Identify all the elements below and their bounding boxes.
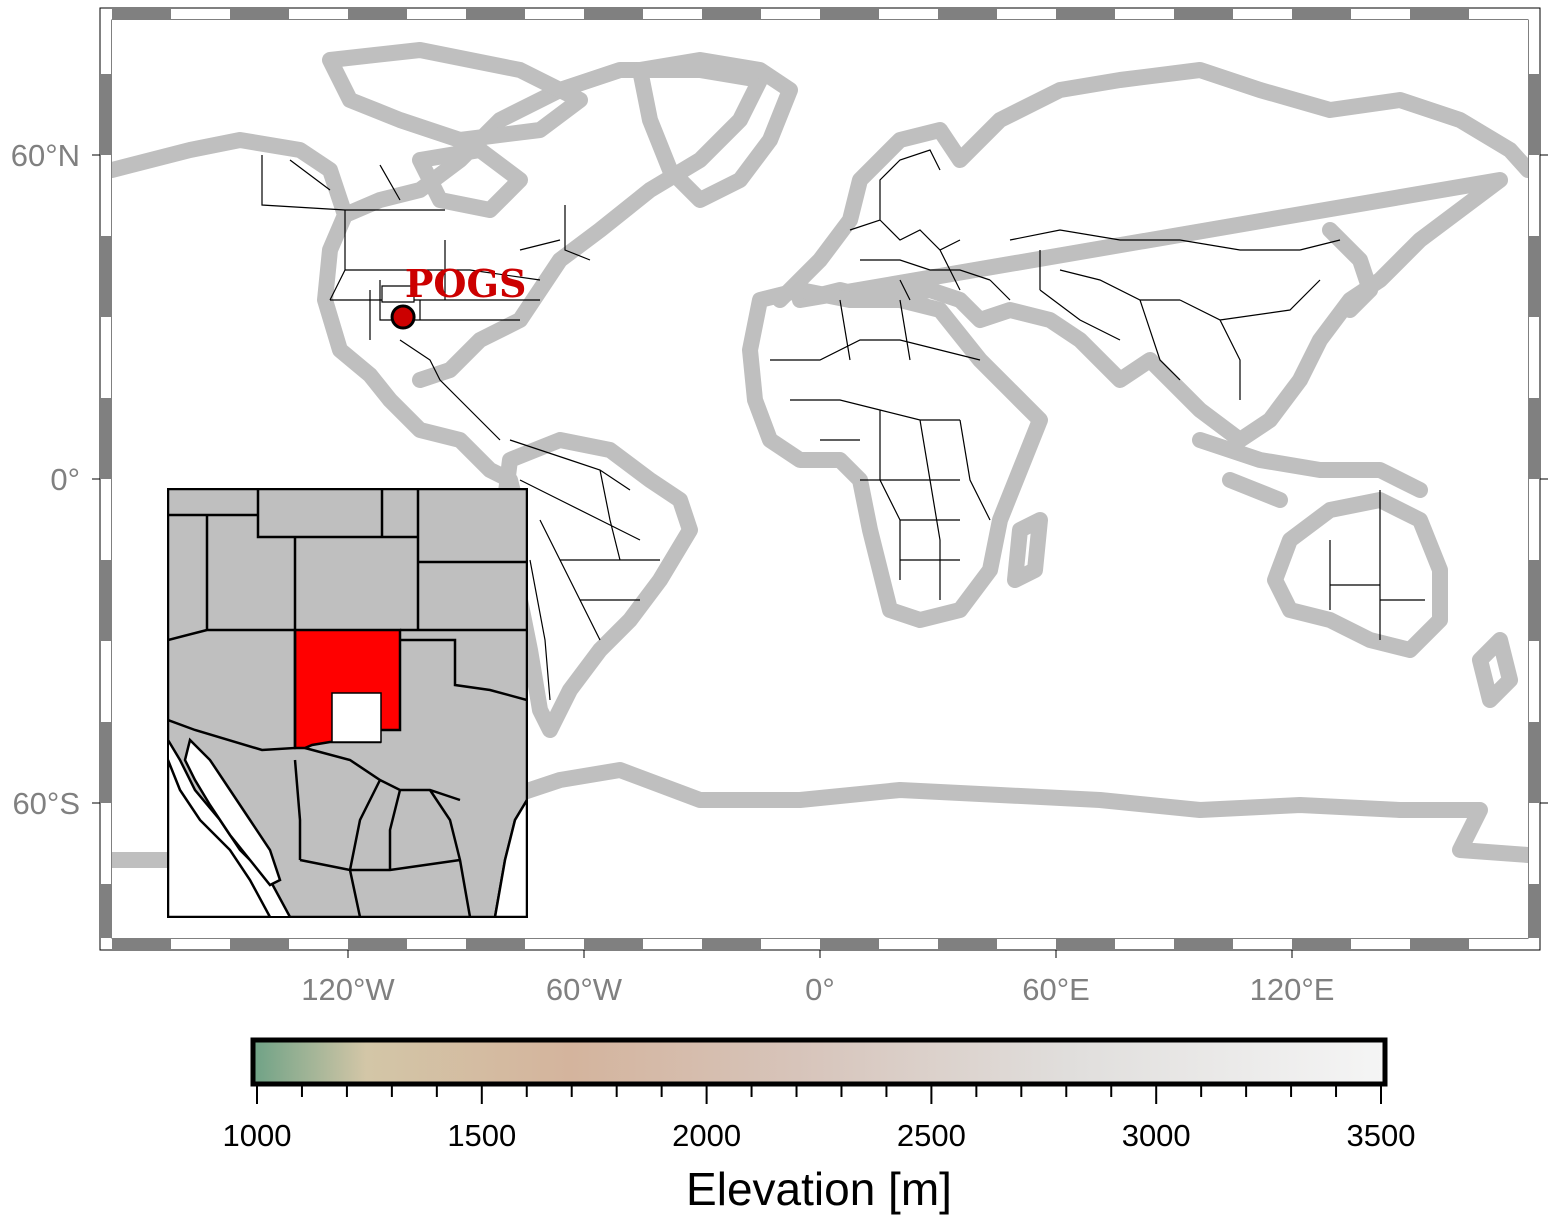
lon-label: 60°E	[1022, 972, 1090, 1007]
frame-segment	[100, 884, 112, 938]
location-marker-group: POGS	[390, 261, 527, 330]
frame-segment	[100, 236, 112, 317]
colorbar-label: 2000	[672, 1118, 741, 1153]
colorbar-box	[250, 1037, 1388, 1087]
colorbar-label: 3000	[1122, 1118, 1191, 1153]
colorbar-label: 3500	[1347, 1118, 1416, 1153]
frame-segment	[820, 8, 879, 20]
madagascar-coast	[1007, 512, 1048, 588]
frame-segment	[348, 8, 407, 20]
indonesia-coast	[1192, 432, 1428, 508]
frame-segment	[584, 938, 643, 950]
colorbar-label: 2500	[897, 1118, 966, 1153]
asia-borders	[1009, 229, 1341, 400]
frame-segment	[1292, 8, 1351, 20]
frame-segment	[1292, 938, 1351, 950]
country-borders	[261, 149, 1425, 701]
inset-gulf-of-mexico	[493, 797, 527, 917]
inset-baja-gulf	[183, 737, 282, 887]
frame-segment	[1528, 236, 1540, 317]
colorbar: 1000 1500 2000 2500 3000 3500 Elevation [m]	[223, 1037, 1416, 1215]
frame-segment	[1528, 722, 1540, 803]
frame-segment	[100, 398, 112, 479]
inset-white-box	[331, 692, 382, 743]
frame-segment	[348, 938, 407, 950]
europe-borders	[849, 149, 1011, 301]
frame-segment	[1174, 938, 1233, 950]
frame-segment	[1174, 8, 1233, 20]
frame-segment	[1528, 398, 1540, 479]
lon-label: 60°W	[546, 972, 623, 1007]
colorbar-label: 1000	[223, 1118, 292, 1153]
lon-label: 120°W	[301, 972, 395, 1007]
frame-segment	[702, 8, 761, 20]
latitude-labels: 60°N 0° 60°S	[11, 138, 1548, 821]
frame-segment	[584, 8, 643, 20]
frame-segment	[100, 560, 112, 641]
frame-segment	[230, 8, 289, 20]
frame-segment	[1410, 938, 1469, 950]
frame-segment	[100, 74, 112, 155]
arctic-islands	[322, 42, 588, 218]
na-inset-box-outline	[381, 285, 415, 303]
japan-coast	[1322, 222, 1378, 318]
greenland-coast	[632, 52, 798, 208]
frame-segment	[100, 722, 112, 803]
sa-borders	[509, 439, 660, 701]
frame-segment	[1410, 8, 1469, 20]
australia-borders	[1329, 490, 1425, 640]
location-marker[interactable]	[390, 304, 416, 330]
frame-segment	[938, 938, 997, 950]
australia-coast	[1267, 492, 1448, 658]
frame-segment	[1528, 884, 1540, 938]
lat-label: 60°N	[11, 138, 80, 173]
frame-segment	[1056, 8, 1115, 20]
inset-pacific	[168, 759, 272, 917]
frame-segment	[466, 8, 525, 20]
inset-state-borders	[168, 489, 527, 917]
marker-label: POGS	[405, 261, 527, 306]
frame-segment	[702, 938, 761, 950]
inset-map	[167, 488, 528, 918]
inset-frame	[167, 488, 528, 918]
frame-segment	[1528, 560, 1540, 641]
colorbar-title: Elevation [m]	[686, 1163, 952, 1215]
frame-segment	[112, 8, 171, 20]
frame-segment	[230, 938, 289, 950]
frame-segment	[112, 938, 171, 950]
new-zealand-coast	[1472, 632, 1518, 708]
colorbar-ticks	[256, 1086, 1382, 1104]
longitude-labels: 120°W 60°W 0° 60°E 120°E	[301, 950, 1334, 1007]
frame-segment	[1528, 74, 1540, 155]
frame-segment	[938, 8, 997, 20]
lat-label: 60°S	[12, 786, 80, 821]
lat-label: 0°	[50, 462, 80, 497]
frame-segment	[1056, 938, 1115, 950]
africa-borders	[770, 299, 991, 600]
frame-segment	[466, 938, 525, 950]
lon-label: 120°E	[1250, 972, 1335, 1007]
lon-label: 0°	[805, 972, 835, 1007]
frame-segment	[820, 938, 879, 950]
colorbar-label: 1500	[447, 1118, 516, 1153]
colorbar-labels: 1000 1500 2000 2500 3000 3500	[223, 1118, 1416, 1153]
africa-coast	[742, 282, 1048, 628]
